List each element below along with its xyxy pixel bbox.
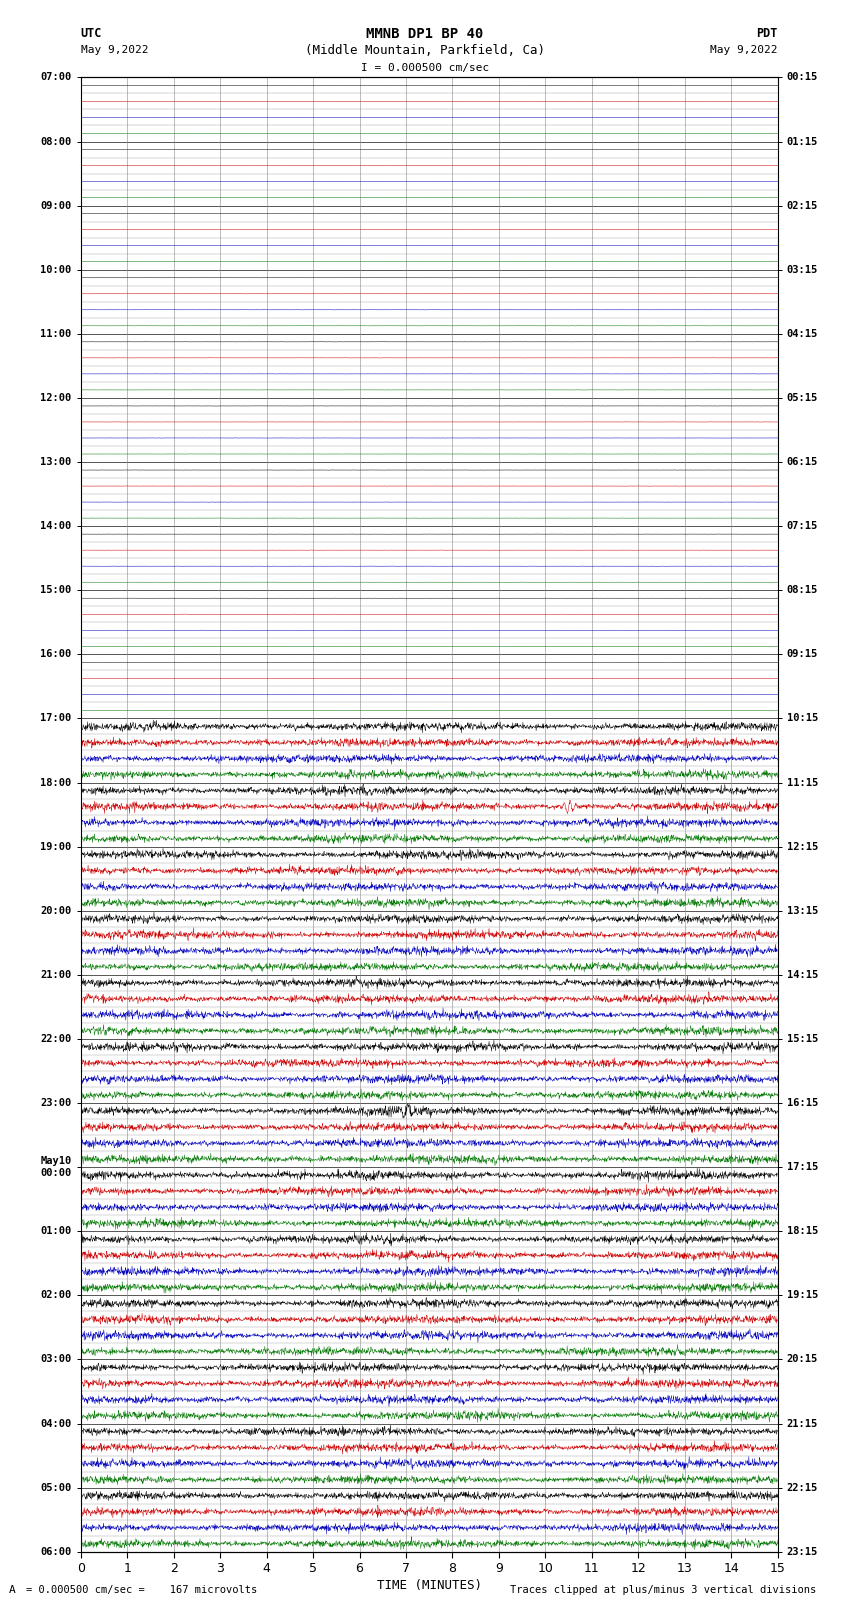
X-axis label: TIME (MINUTES): TIME (MINUTES): [377, 1579, 482, 1592]
Text: I = 0.000500 cm/sec: I = 0.000500 cm/sec: [361, 63, 489, 73]
Text: A: A: [8, 1586, 15, 1595]
Text: PDT: PDT: [756, 27, 778, 40]
Text: UTC: UTC: [81, 27, 102, 40]
Text: (Middle Mountain, Parkfield, Ca): (Middle Mountain, Parkfield, Ca): [305, 44, 545, 56]
Text: May 9,2022: May 9,2022: [81, 45, 148, 55]
Text: MMNB DP1 BP 40: MMNB DP1 BP 40: [366, 27, 484, 40]
Text: May 9,2022: May 9,2022: [711, 45, 778, 55]
Text: Traces clipped at plus/minus 3 vertical divisions: Traces clipped at plus/minus 3 vertical …: [510, 1586, 816, 1595]
Text: = 0.000500 cm/sec =    167 microvolts: = 0.000500 cm/sec = 167 microvolts: [26, 1586, 257, 1595]
